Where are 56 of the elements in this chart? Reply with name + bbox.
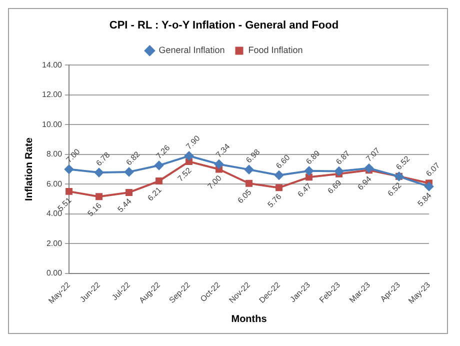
data-label: 5.44 [116, 196, 134, 214]
data-label: 5.84 [416, 190, 434, 208]
point [334, 166, 344, 176]
data-label: 6.21 [146, 184, 164, 203]
data-label: 7.00 [206, 173, 224, 191]
data-label: 6.82 [124, 149, 142, 168]
point [304, 166, 314, 176]
data-label: 6.60 [274, 152, 292, 170]
point [154, 160, 164, 170]
data-label: 6.52 [394, 154, 412, 172]
data-label: 7.90 [184, 133, 202, 152]
data-label: 7.34 [214, 142, 232, 160]
y-tick-label: 10.00 [42, 120, 63, 129]
point [186, 158, 192, 166]
point [94, 168, 104, 178]
point [276, 184, 282, 192]
point [244, 165, 254, 174]
data-label: 6.52 [386, 180, 404, 198]
point [64, 164, 74, 174]
point [66, 188, 72, 195]
point [306, 174, 312, 181]
data-label: 7.00 [64, 146, 82, 165]
point [364, 164, 374, 173]
point [424, 182, 434, 192]
data-label: 7.52 [176, 166, 194, 184]
y-tick-label: 12.00 [42, 90, 63, 100]
data-label: 6.47 [296, 181, 314, 199]
point [126, 188, 132, 196]
data-label: 6.89 [304, 148, 322, 166]
chart-title: CPI - RL : Y-o-Y Inflation - General and Food [109, 20, 339, 32]
x-axis-title: Months [231, 314, 268, 325]
data-label: 7.26 [154, 142, 172, 161]
data-label: 7.07 [364, 146, 382, 164]
y-axis-title: Inflation Rate [24, 137, 35, 201]
y-tick-label: 6.00 [46, 179, 63, 188]
y-tick-label: 0.00 [46, 268, 63, 278]
data-label: 6.98 [244, 147, 262, 165]
data-label: 6.69 [326, 178, 344, 196]
point [246, 180, 252, 187]
data-label: 6.78 [94, 150, 112, 168]
point [96, 193, 102, 200]
data-label: 6.87 [334, 148, 352, 166]
legend-label: General Inflation [158, 45, 225, 56]
point [214, 160, 224, 169]
legend-label: Food Inflation [248, 45, 303, 56]
y-tick-label: 14.00 [42, 60, 63, 70]
y-tick-label: 4.00 [46, 209, 63, 218]
data-label: 5.16 [86, 200, 104, 218]
data-label: 5.76 [266, 192, 284, 210]
y-tick-label: 2.00 [46, 238, 63, 248]
point [156, 178, 162, 184]
point [184, 151, 194, 160]
point [124, 167, 134, 176]
y-tick-label: 8.00 [46, 150, 63, 159]
data-label: 6.94 [356, 174, 374, 192]
point [274, 170, 284, 180]
